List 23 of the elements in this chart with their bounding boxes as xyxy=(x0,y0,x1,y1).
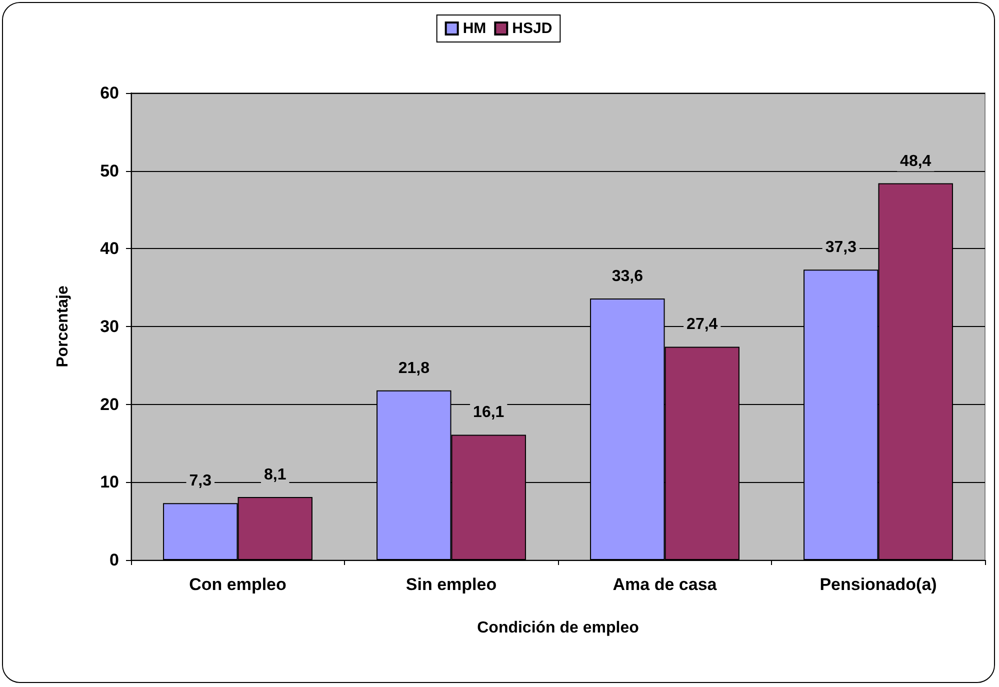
y-tick-label: 30 xyxy=(100,317,119,336)
x-axis-title: Condición de empleo xyxy=(477,620,640,636)
data-label: 48,4 xyxy=(900,152,932,170)
y-tick-label: 20 xyxy=(100,394,119,414)
data-label: 37,3 xyxy=(825,239,857,256)
x-tick-label: Sin empleo xyxy=(406,575,497,594)
y-tick-label: 10 xyxy=(100,472,119,492)
legend-label: HSJD xyxy=(512,20,552,37)
x-tick-label: Con empleo xyxy=(189,575,286,594)
data-label: 33,6 xyxy=(612,268,644,285)
data-label: 7,3 xyxy=(189,472,212,490)
legend-label: HM xyxy=(462,20,486,37)
y-axis-title: Porcentaje xyxy=(54,285,72,368)
y-tick-label: 50 xyxy=(100,161,119,180)
data-label: 21,8 xyxy=(398,360,430,377)
x-tick-label: Ama de casa xyxy=(612,575,718,594)
y-tick-label: 0 xyxy=(110,550,119,570)
y-tick-label: 40 xyxy=(100,239,119,258)
data-label: 27,4 xyxy=(686,316,718,334)
data-label: 8,1 xyxy=(264,466,286,484)
x-tick-label: Pensionado(a) xyxy=(820,575,937,594)
data-label: 16,1 xyxy=(473,404,504,422)
y-tick-label: 60 xyxy=(100,84,119,102)
